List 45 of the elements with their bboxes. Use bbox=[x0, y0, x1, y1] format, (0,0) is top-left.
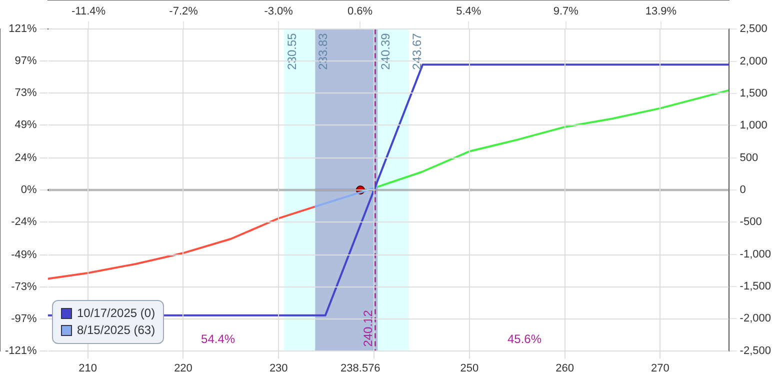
x2-tick-label: 0.6% bbox=[347, 6, 373, 18]
annotation: 240.39 bbox=[378, 32, 393, 70]
x-tick-label: 250 bbox=[460, 362, 479, 374]
y-tick-label: 0% bbox=[20, 184, 38, 196]
y-tick-label: -73% bbox=[11, 281, 38, 294]
y2-tick-label: -1,000 bbox=[740, 248, 772, 260]
y-tick-label: 24% bbox=[14, 152, 37, 164]
y-tick-label: 97% bbox=[14, 55, 37, 68]
annotation: 54.4% bbox=[201, 332, 236, 346]
y-tick-label: 49% bbox=[14, 118, 37, 131]
annotation: 243.67 bbox=[410, 32, 424, 70]
y2-tick-label: 2,000 bbox=[740, 55, 768, 68]
y-tick-label: 73% bbox=[14, 87, 37, 100]
x2-tick-label: -3.0% bbox=[264, 6, 294, 18]
annotation: 45.6% bbox=[507, 332, 542, 346]
y2-tick-label: -500 bbox=[740, 216, 762, 228]
x-tick-label: 210 bbox=[78, 362, 98, 374]
legend-label: 10/17/2025 (0) bbox=[77, 305, 156, 322]
x-tick-label: 270 bbox=[650, 362, 670, 374]
y-tick-label: -24% bbox=[11, 216, 38, 228]
x2-tick-label: 9.7% bbox=[553, 6, 579, 18]
y-tick-label: -49% bbox=[11, 249, 38, 262]
y-tick-label: 121% bbox=[8, 23, 38, 36]
x-tick-label: 238.576 bbox=[340, 362, 380, 374]
y2-tick-label: 1,000 bbox=[740, 120, 768, 132]
x2-tick-label: -7.2% bbox=[169, 6, 198, 18]
ref-line-label: 240.12 bbox=[361, 310, 376, 347]
y-tick-label: -121% bbox=[5, 344, 38, 357]
y2-tick-label: -1,500 bbox=[740, 280, 772, 293]
y2-tick-label: 0 bbox=[740, 184, 746, 196]
x2-tick-label: 5.4% bbox=[456, 6, 482, 18]
x-tick-label: 220 bbox=[174, 362, 192, 374]
y-tick-label: -97% bbox=[11, 312, 38, 325]
annotation: 233.83 bbox=[316, 32, 330, 70]
x-tick-label: 230 bbox=[269, 362, 288, 374]
y2-tick-label: -2,000 bbox=[740, 312, 772, 325]
y2-tick-label: 2,500 bbox=[740, 23, 768, 36]
y2-tick-label: 500 bbox=[740, 152, 758, 164]
x-tick-label: 260 bbox=[556, 362, 574, 374]
x2-tick-label: 13.9% bbox=[645, 6, 677, 18]
legend-label: 8/15/2025 (63) bbox=[77, 322, 156, 339]
y2-tick-label: 1,500 bbox=[740, 88, 768, 100]
x2-tick-label: -11.4% bbox=[72, 6, 106, 18]
annotation: 230.55 bbox=[284, 32, 299, 70]
y2-tick-label: -2,500 bbox=[740, 344, 772, 357]
